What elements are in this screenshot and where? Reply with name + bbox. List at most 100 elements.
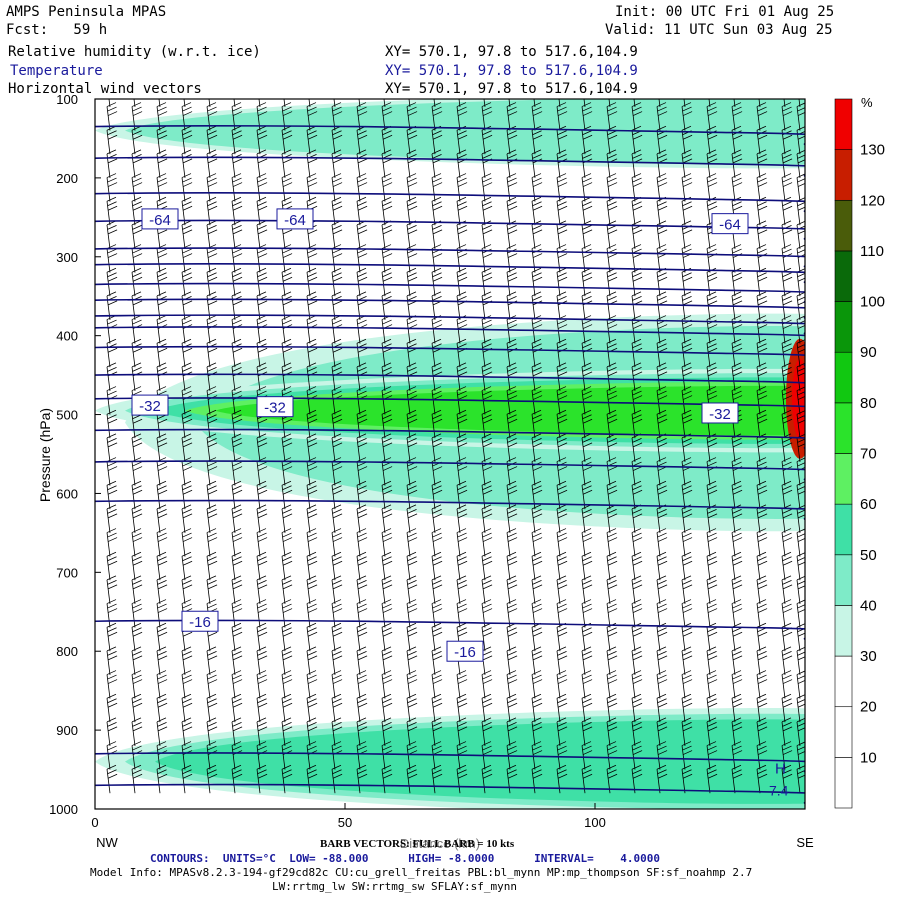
- colorbar-segment: [834, 503, 853, 556]
- wind-barb: [331, 409, 343, 439]
- wind-barb: [731, 622, 743, 652]
- colorbar-tick-label: 110: [860, 243, 884, 260]
- contour-info: CONTOURS: UNITS=°C LOW= -88.000 HIGH= -8…: [150, 852, 660, 865]
- wind-barb: [531, 362, 543, 391]
- wind-barb: [456, 267, 468, 297]
- wind-barb: [681, 646, 693, 675]
- wind-barb: [331, 504, 343, 533]
- wind-barb: [456, 764, 468, 794]
- wind-barb: [306, 622, 318, 652]
- rh-region: [125, 99, 805, 165]
- wind-barb: [531, 409, 543, 439]
- field-name-wind: Horizontal wind vectors: [8, 81, 202, 97]
- wind-barb: [131, 717, 143, 746]
- wind-barb: [206, 646, 218, 675]
- wind-barb: [481, 764, 493, 794]
- wind-barb: [356, 670, 368, 699]
- wind-barb: [556, 646, 568, 675]
- wind-barb: [506, 693, 518, 723]
- wind-barb: [156, 717, 168, 746]
- wind-barb: [506, 575, 518, 604]
- field-xy-temperature: XY= 570.1, 97.8 to 517.6,104.9: [385, 63, 638, 79]
- wind-barb: [206, 125, 218, 155]
- wind-barb: [506, 386, 518, 415]
- wind-barb: [731, 173, 743, 202]
- temperature-contour-layer: -64 -64 -64 -32 -32 -32 -16 -16 H 7.4: [95, 124, 805, 805]
- contour-label: -32: [264, 400, 286, 417]
- wind-barb: [406, 693, 418, 723]
- wind-barb: [331, 362, 343, 391]
- wind-barb: [256, 693, 268, 723]
- wind-barb: [281, 693, 293, 723]
- wind-barb: [256, 717, 268, 746]
- wind-barb: [656, 717, 668, 746]
- wind-barb: [181, 125, 193, 155]
- wind-barb: [756, 433, 768, 462]
- wind-barb: [756, 149, 768, 178]
- colorbar-segment: [834, 98, 853, 150]
- colorbar-tick-label: 130: [860, 142, 885, 159]
- temperature-contour: [95, 247, 805, 268]
- wind-barb: [181, 220, 193, 249]
- init-time: Init: 00 UTC Fri 01 Aug 25: [615, 4, 835, 20]
- wind-barb: [331, 575, 343, 604]
- wind-barb: [481, 173, 493, 202]
- wind-barb: [431, 267, 443, 297]
- wind-barb: [556, 528, 568, 557]
- wind-barb: [306, 433, 318, 462]
- wind-barb: [356, 244, 368, 273]
- wind-barb: [256, 433, 268, 462]
- wind-barb: [381, 528, 393, 557]
- wind-barb: [206, 386, 218, 415]
- temperature-contour: [95, 373, 805, 394]
- wind-barb: [631, 599, 643, 628]
- wind-barb: [581, 575, 593, 604]
- wind-barb: [483, 99, 486, 107]
- wind-barb: [106, 575, 118, 604]
- wind-barb: [431, 670, 443, 699]
- wind-barb: [431, 528, 443, 557]
- colorbar-segment: [834, 402, 853, 454]
- wind-barb: [108, 99, 111, 107]
- wind-barb: [556, 693, 568, 723]
- wind-barb: [206, 504, 218, 533]
- wind-barb: [781, 646, 793, 675]
- wind-barb: [481, 480, 493, 510]
- wind-barb: [481, 102, 493, 131]
- wind-barb: [683, 99, 686, 107]
- wind-barb: [383, 99, 386, 107]
- wind-barb: [681, 480, 693, 510]
- wind-barb: [431, 599, 443, 628]
- wind-barb: [781, 575, 793, 604]
- wind-barb: [256, 670, 268, 699]
- wind-barb: [681, 125, 693, 155]
- wind-barb: [131, 433, 143, 462]
- wind-barb: [231, 457, 243, 486]
- wind-barb: [231, 220, 243, 249]
- wind-barb: [556, 504, 568, 533]
- wind-barb: [681, 670, 693, 699]
- wind-barb: [356, 551, 368, 581]
- x-axis-label: Distance (km): [400, 836, 480, 851]
- wind-barb: [533, 99, 536, 107]
- wind-barb: [481, 622, 493, 652]
- wind-barb: [456, 575, 468, 604]
- wind-barb: [631, 102, 643, 131]
- wind-barb: [758, 99, 761, 107]
- wind-barb: [156, 433, 168, 462]
- wind-barb: [256, 267, 268, 297]
- wind-barb: [631, 220, 643, 249]
- wind-barb: [231, 717, 243, 746]
- wind-barb: [356, 433, 368, 462]
- wind-barb: [381, 504, 393, 533]
- wind-barb: [656, 693, 668, 723]
- wind-barb: [281, 622, 293, 652]
- wind-barb: [456, 433, 468, 462]
- wind-barb: [681, 149, 693, 178]
- contour-label-box: [711, 213, 749, 235]
- wind-barb: [656, 173, 668, 202]
- wind-barb: [681, 764, 693, 794]
- wind-barb: [796, 386, 805, 415]
- wind-barb: [656, 599, 668, 628]
- wind-barb: [556, 409, 568, 439]
